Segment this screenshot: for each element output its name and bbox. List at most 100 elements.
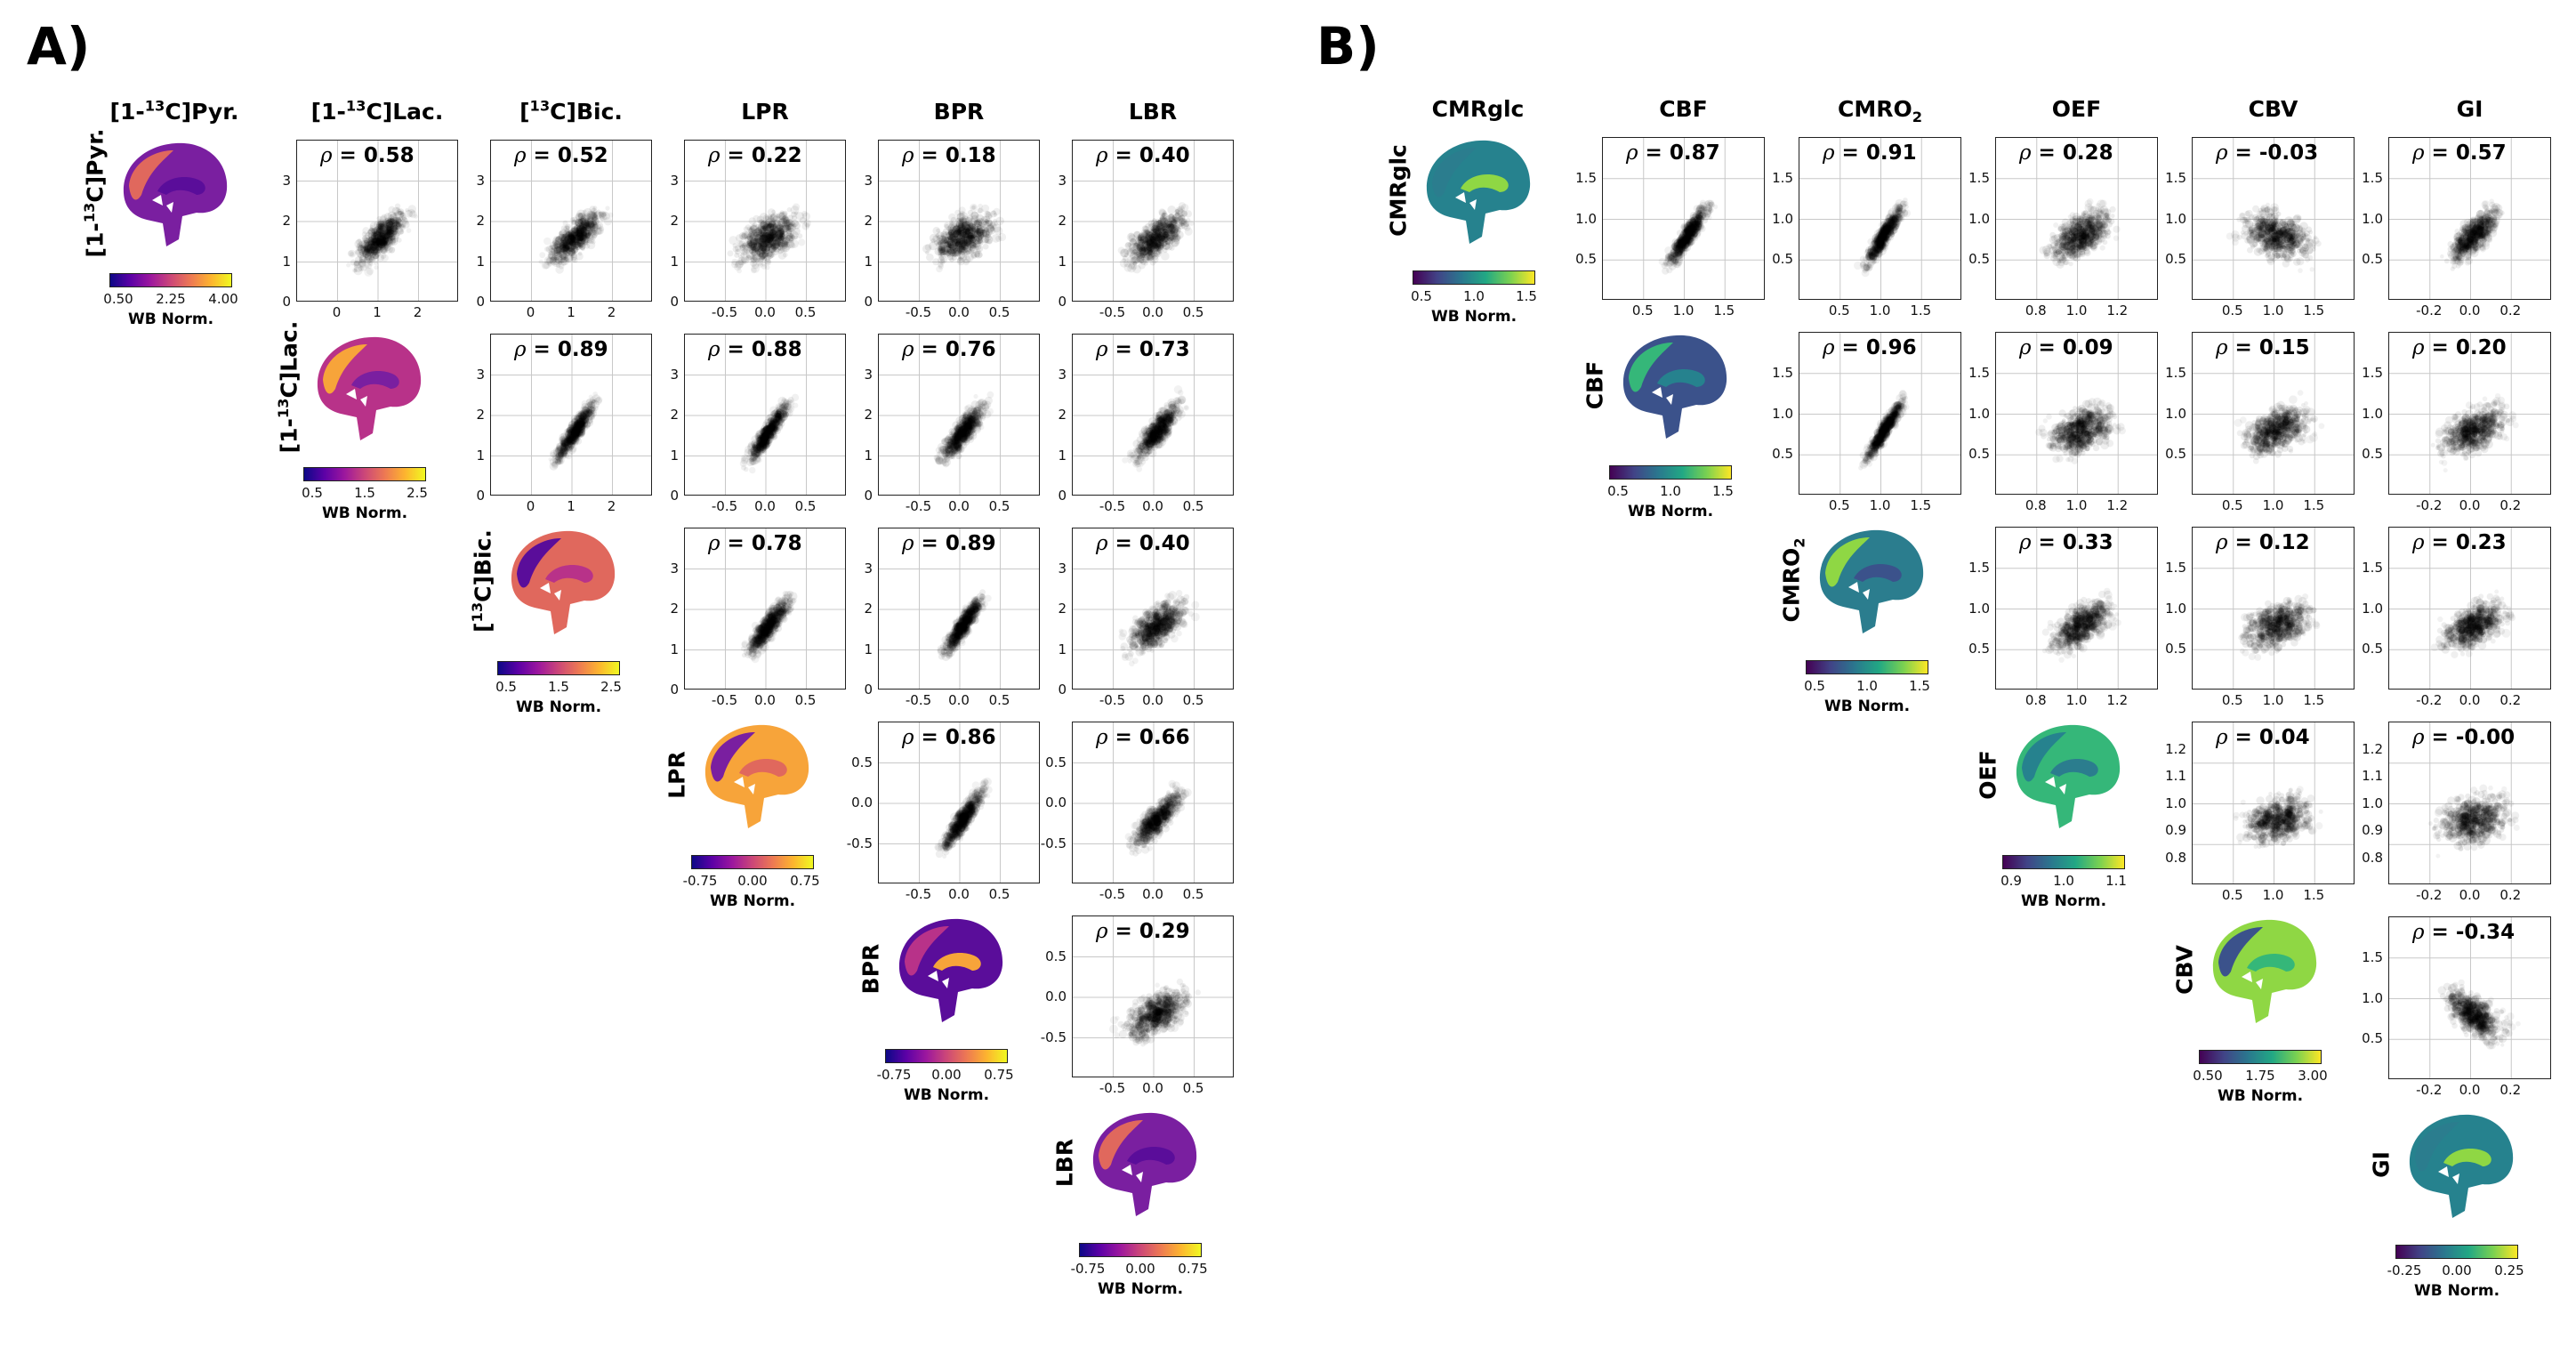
colorbar-label: WB Norm. bbox=[1430, 308, 1517, 326]
density-cloud bbox=[538, 206, 614, 274]
correlation-label: ρ = 0.04 bbox=[2216, 726, 2310, 749]
y-tick-label: 1 bbox=[282, 253, 291, 270]
scatter-canvas bbox=[879, 141, 1039, 301]
scatter-canvas bbox=[1996, 528, 2157, 689]
scatter-plot: ρ = -0.03 bbox=[2192, 137, 2355, 300]
y-tick-label: 0 bbox=[1058, 488, 1067, 504]
colorbar-tick-label: 0.5 bbox=[1804, 678, 1825, 694]
colorbar-tick-label: 3.00 bbox=[2298, 1068, 2328, 1084]
x-tick-label: 0.5 bbox=[2221, 497, 2243, 513]
density-cloud bbox=[1122, 385, 1189, 472]
y-tick-label: 1 bbox=[670, 641, 679, 657]
y-tick-label: 3 bbox=[864, 560, 873, 577]
scatter-plot: ρ = 0.04 bbox=[2192, 722, 2355, 884]
y-tick-label: 0.5 bbox=[1045, 754, 1067, 770]
colorbar-tick-label: -0.75 bbox=[682, 873, 718, 889]
correlation-label: ρ = -0.00 bbox=[2412, 726, 2516, 749]
density-cloud bbox=[2427, 784, 2520, 859]
density-cloud bbox=[933, 391, 994, 468]
scatter-canvas bbox=[491, 141, 651, 301]
colorbar-tick-label: 0.50 bbox=[103, 291, 133, 307]
rho-value: 0.12 bbox=[2258, 531, 2310, 554]
colorbar-label: WB Norm. bbox=[127, 311, 214, 328]
rho-value: 0.76 bbox=[945, 338, 996, 361]
y-tick-label: 1.5 bbox=[2362, 559, 2383, 576]
y-tick-label: 1.0 bbox=[2165, 600, 2186, 617]
density-cloud bbox=[1658, 199, 1719, 275]
y-tick-label: 0.9 bbox=[2362, 822, 2383, 838]
colorbar bbox=[691, 855, 814, 869]
colorbar-tick-label: 0.00 bbox=[1125, 1261, 1155, 1277]
scatter-plot: ρ = 0.22 bbox=[684, 140, 846, 302]
x-tick-label: 0.5 bbox=[988, 886, 1010, 902]
y-tick-label: 1 bbox=[476, 447, 485, 464]
y-tick-label: 3 bbox=[282, 172, 291, 189]
x-tick-label: 0.0 bbox=[754, 692, 776, 708]
correlation-label: ρ = 0.52 bbox=[514, 144, 608, 167]
density-cloud bbox=[1858, 389, 1910, 471]
rho-value: 0.09 bbox=[2062, 336, 2113, 359]
correlation-label: ρ = 0.33 bbox=[2019, 531, 2113, 554]
y-tick-label: 0.5 bbox=[1772, 446, 1793, 463]
correlation-label: ρ = 0.78 bbox=[708, 532, 802, 555]
scatter-plot: ρ = 0.96 bbox=[1799, 332, 1961, 495]
scatter-plot: ρ = 0.20 bbox=[2388, 332, 2551, 495]
y-tick-label: 0.8 bbox=[2165, 849, 2186, 866]
colorbar-tick-label: -0.75 bbox=[876, 1067, 912, 1083]
correlation-label: ρ = 0.15 bbox=[2216, 336, 2310, 359]
x-tick-label: 0 bbox=[332, 304, 342, 320]
y-tick-label: 0 bbox=[476, 488, 485, 504]
colorbar-tick-label: 1.0 bbox=[1856, 678, 1878, 694]
scatter-plot: ρ = 0.91 bbox=[1799, 137, 1961, 300]
rho-value: 0.89 bbox=[945, 532, 996, 555]
correlation-label: ρ = 0.18 bbox=[902, 144, 996, 167]
y-tick-label: 0.8 bbox=[2362, 849, 2383, 866]
rho-value: 0.04 bbox=[2258, 726, 2310, 749]
x-tick-label: 2 bbox=[607, 498, 616, 514]
x-tick-label: 0.0 bbox=[1142, 1080, 1163, 1096]
y-tick-label: 1.0 bbox=[1968, 405, 1990, 422]
y-tick-label: 1 bbox=[864, 447, 873, 464]
y-tick-label: 3 bbox=[670, 560, 679, 577]
x-tick-label: 1.0 bbox=[2065, 302, 2088, 319]
y-tick-label: 1.5 bbox=[2362, 169, 2383, 186]
colorbar-tick-label: -0.25 bbox=[2387, 1262, 2422, 1278]
scatter-plot: ρ = 0.76 bbox=[878, 334, 1040, 496]
x-tick-label: 0.0 bbox=[1142, 692, 1163, 708]
x-tick-label: 1 bbox=[567, 498, 576, 514]
x-tick-label: 1.0 bbox=[2262, 302, 2284, 319]
colorbar-label: WB Norm. bbox=[515, 698, 602, 716]
colorbar-tick-label: 0.5 bbox=[495, 679, 517, 695]
y-tick-label: 1.5 bbox=[1772, 169, 1793, 186]
colorbar-tick-label: 0.75 bbox=[1178, 1261, 1208, 1277]
y-tick-label: 0 bbox=[864, 682, 873, 698]
scatter-canvas bbox=[685, 335, 845, 495]
colorbar-tick-label: 1.5 bbox=[354, 485, 375, 501]
rho-value: 0.20 bbox=[2455, 336, 2507, 359]
scatter-canvas bbox=[1073, 916, 1233, 1077]
column-title: CMRglc bbox=[1431, 96, 1525, 122]
rho-value: 0.57 bbox=[2455, 141, 2507, 165]
y-tick-label: 1.0 bbox=[1575, 210, 1597, 227]
y-tick-label: 1.5 bbox=[2165, 169, 2186, 186]
column-title: CMRO2 bbox=[1837, 96, 1923, 125]
rho-value: 0.89 bbox=[557, 338, 608, 361]
y-tick-label: 3 bbox=[864, 172, 873, 189]
x-tick-label: -0.2 bbox=[2416, 887, 2443, 903]
density-cloud bbox=[1118, 590, 1200, 667]
density-cloud bbox=[2039, 198, 2121, 269]
column-title: CBV bbox=[2248, 96, 2298, 122]
y-tick-label: 0.5 bbox=[2362, 251, 2383, 268]
y-tick-label: 1.0 bbox=[2362, 210, 2383, 227]
scatter-canvas bbox=[685, 141, 845, 301]
y-tick-label: 3 bbox=[1058, 560, 1067, 577]
y-tick-label: 0.5 bbox=[851, 754, 873, 770]
x-tick-label: 0.5 bbox=[1182, 1080, 1204, 1096]
y-tick-label: 1.0 bbox=[2165, 210, 2186, 227]
y-tick-label: 3 bbox=[476, 366, 485, 383]
y-tick-label: 1.5 bbox=[2165, 364, 2186, 381]
scatter-canvas bbox=[2389, 333, 2550, 494]
y-tick-label: 3 bbox=[1058, 172, 1067, 189]
x-tick-label: 0.0 bbox=[948, 692, 970, 708]
y-tick-label: 1 bbox=[670, 447, 679, 464]
